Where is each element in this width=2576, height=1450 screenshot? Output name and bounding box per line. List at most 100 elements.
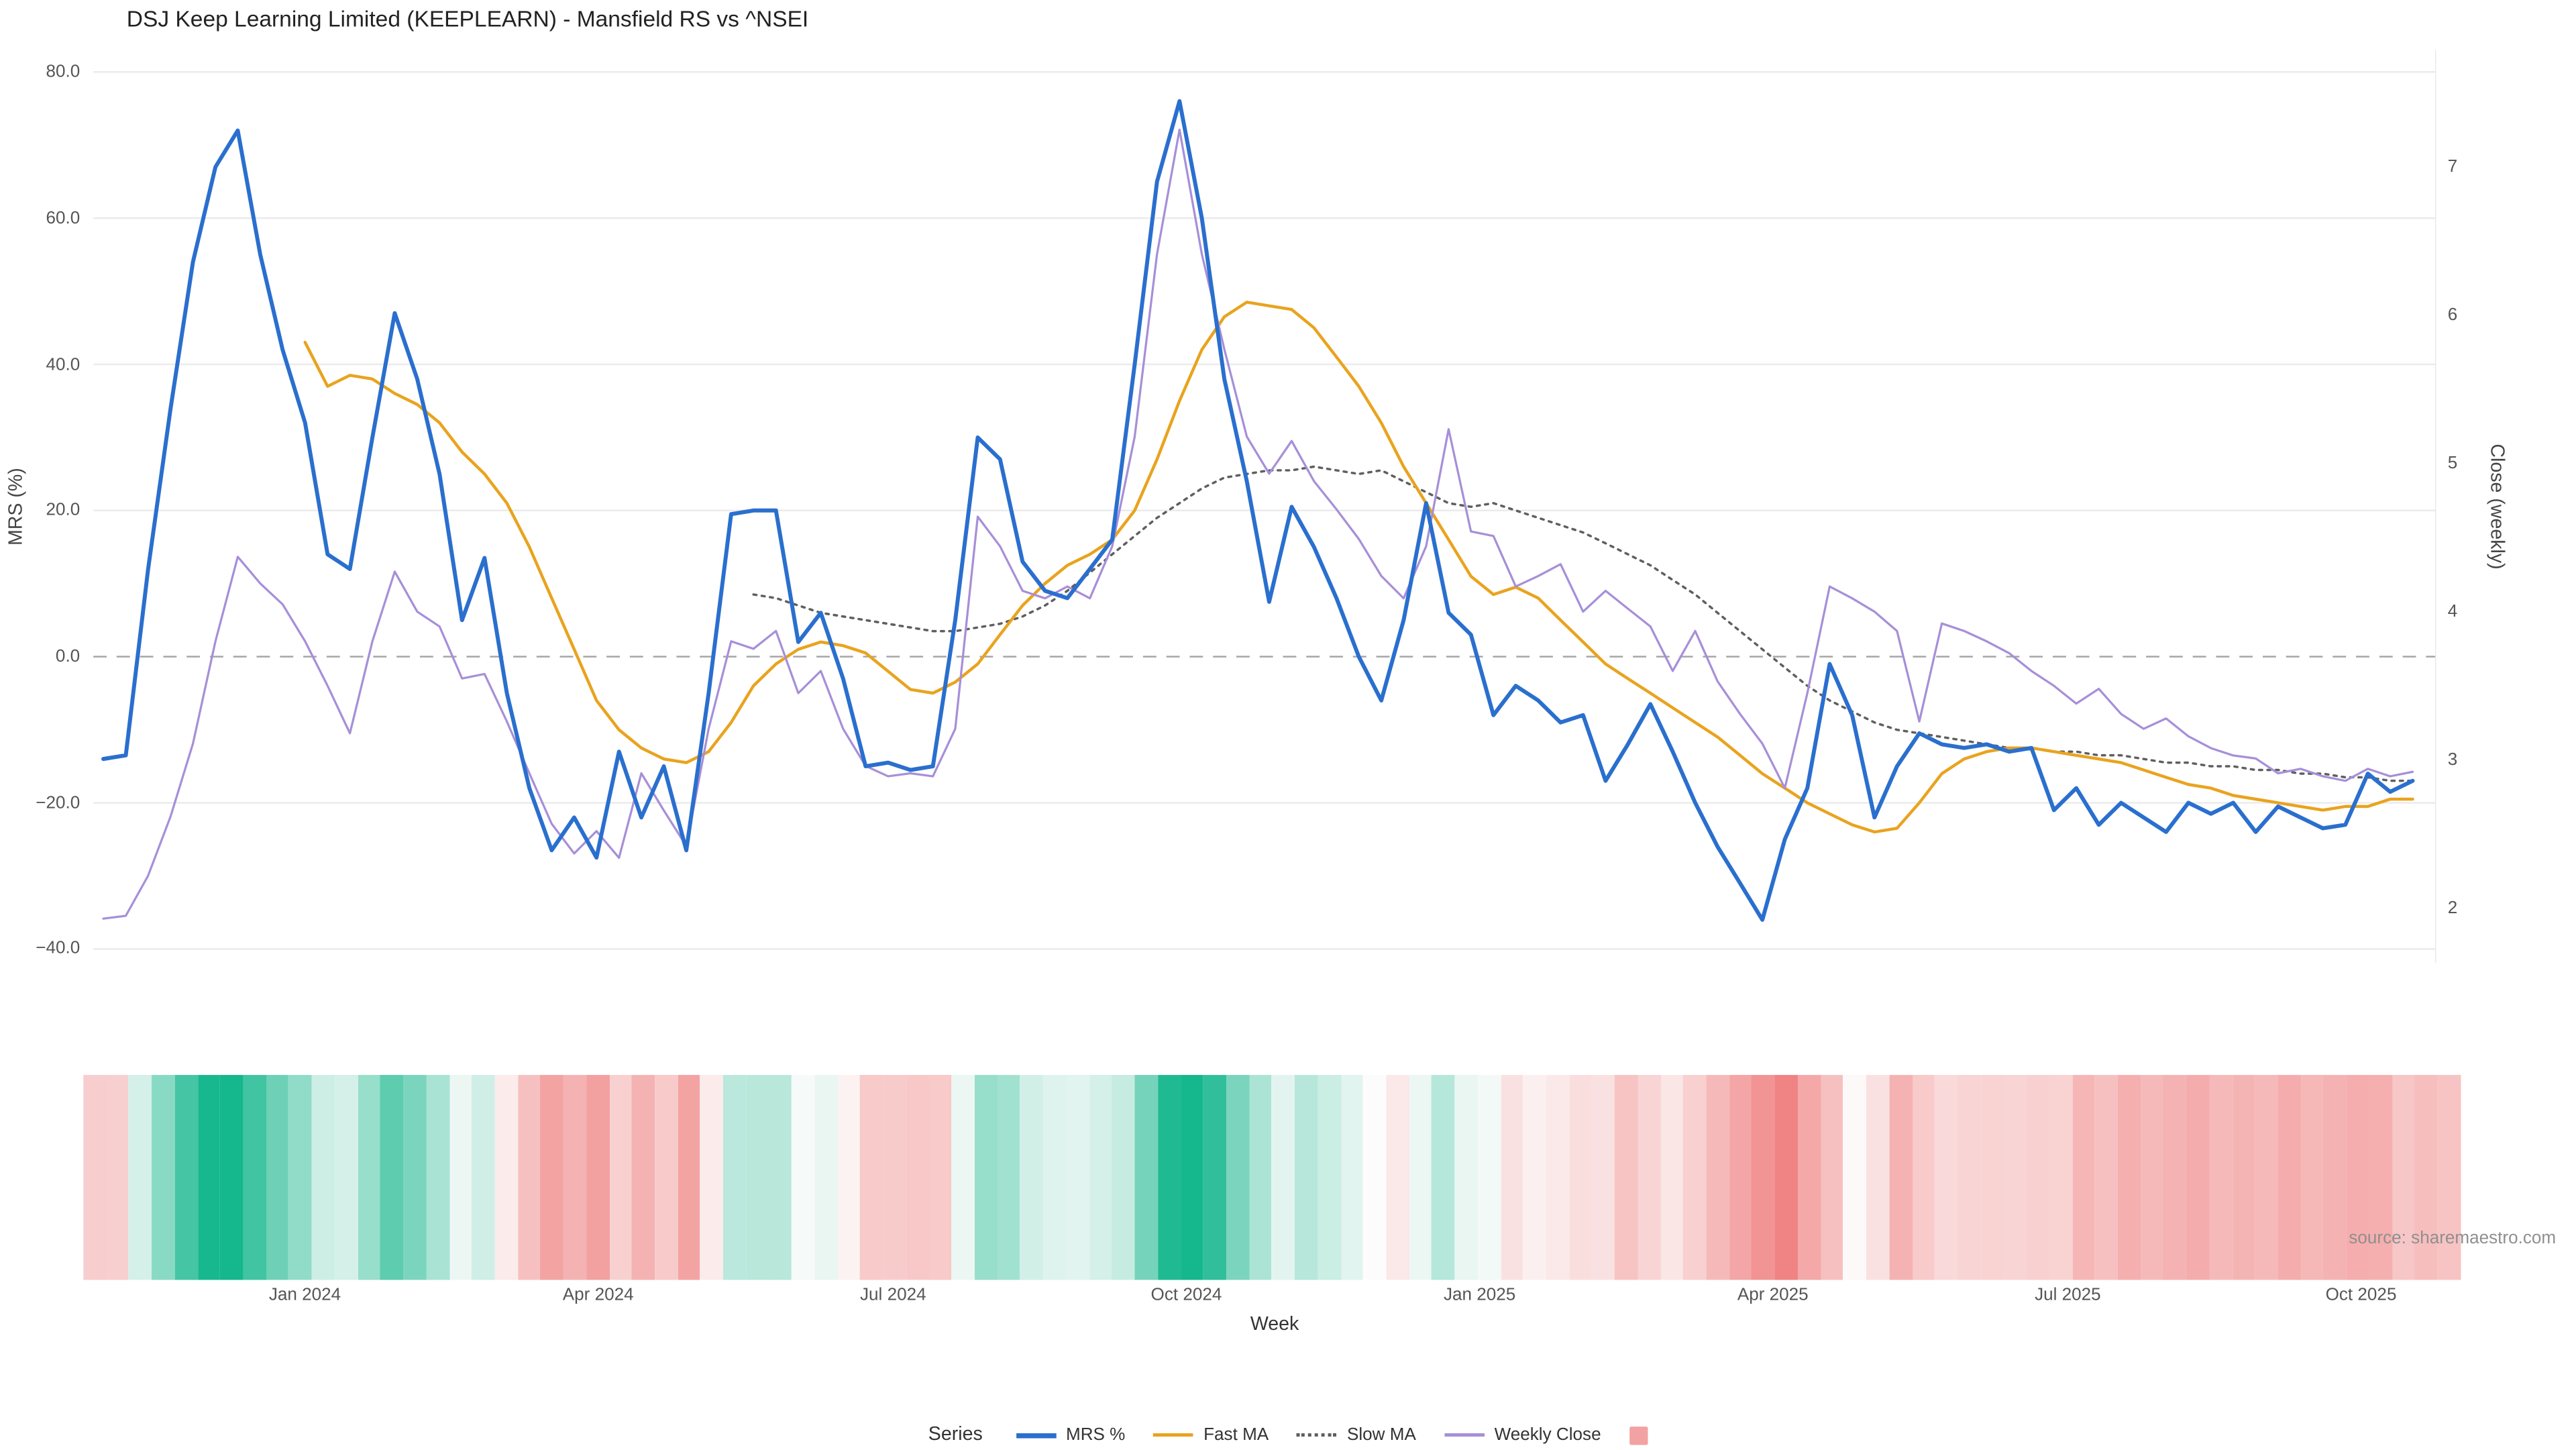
heatmap-cell (1546, 1075, 1570, 1280)
heatmap-cell (2346, 1075, 2369, 1280)
heatmap-cell (174, 1075, 198, 1280)
heatmap-cell (928, 1075, 953, 1280)
heatmap-cell (860, 1075, 883, 1280)
heatmap-cell (540, 1075, 564, 1280)
heatmap-cell (1843, 1075, 1867, 1280)
heatmap-cell (1592, 1075, 1615, 1280)
heatmap-cell (792, 1075, 815, 1280)
legend-item-label: Weekly Close (1494, 1425, 1601, 1445)
heatmap-cell (243, 1075, 266, 1280)
chart-title: DSJ Keep Learning Limited (KEEPLEARN) - … (126, 6, 809, 32)
heatmap-cell (1020, 1075, 1044, 1280)
legend-item-fast-ma[interactable]: Fast MA (1153, 1425, 1269, 1445)
heatmap-cell (1386, 1075, 1409, 1280)
weekly-close-line-swatch (1444, 1433, 1485, 1437)
heatmap-cell (106, 1075, 129, 1280)
heatmap-cell (2209, 1075, 2233, 1280)
heatmap-cell (1112, 1075, 1135, 1280)
heatmap-cell (1523, 1075, 1546, 1280)
heatmap-cell (1432, 1075, 1455, 1280)
heatmap-cell (311, 1075, 335, 1280)
heatmap-cell (1248, 1075, 1273, 1280)
gridlines-group (93, 50, 2436, 964)
heatmap-cell (1272, 1075, 1295, 1280)
x-tick-label: Jan 2025 (1443, 1285, 1516, 1305)
y-left-tick-label: 60.0 (46, 208, 80, 229)
heatmap-cell (2026, 1075, 2049, 1280)
heatmap-cell (1774, 1075, 1798, 1280)
legend-item-label: MRS % (1065, 1425, 1126, 1445)
y-left-tick-label: 0.0 (55, 646, 80, 667)
legend-item-heatmap[interactable] (1629, 1425, 1648, 1445)
y-left-tick-label: 80.0 (46, 61, 80, 82)
heatmap-cell (2392, 1075, 2415, 1280)
heatmap-cell (608, 1075, 632, 1280)
heatmap-cell (2255, 1075, 2278, 1280)
x-tick-label: Jan 2024 (268, 1285, 341, 1305)
heatmap-cell (1295, 1075, 1318, 1280)
legend-item-label: Slow MA (1346, 1425, 1416, 1445)
heatmap-cell (1866, 1075, 1890, 1280)
heatmap-cell (449, 1075, 472, 1280)
heatmap-cell (2414, 1075, 2438, 1280)
x-tick-label: Jul 2025 (2035, 1285, 2101, 1305)
series-lines-group (101, 99, 2415, 922)
heatmap-cell (2003, 1075, 2027, 1280)
heatmap-cell (517, 1075, 541, 1280)
heatmap-cell (1820, 1075, 1843, 1280)
plot-area[interactable] (93, 50, 2436, 964)
heatmap-cell (814, 1075, 838, 1280)
x-axis-title: Week (1250, 1314, 1299, 1335)
heatmap-cell (1089, 1075, 1112, 1280)
heatmap-cell (769, 1075, 792, 1280)
heatmap-cell (2094, 1075, 2118, 1280)
heatmap-cell (586, 1075, 609, 1280)
heatmap-cell (631, 1075, 655, 1280)
y-right-tick-label: 2 (2447, 898, 2458, 919)
slow-ma-line-swatch (1297, 1433, 1338, 1437)
heatmap-cell (2300, 1075, 2324, 1280)
y-right-tick-label: 7 (2447, 156, 2458, 177)
heatmap-cell (1889, 1075, 1913, 1280)
series-line-slow-ma (752, 465, 2414, 782)
heatmap-cell (906, 1075, 929, 1280)
legend-item-weekly-close[interactable]: Weekly Close (1444, 1425, 1601, 1445)
heatmap-cell (426, 1075, 449, 1280)
legend-item-mrs[interactable]: MRS % (1016, 1425, 1125, 1445)
heatmap-cell (746, 1075, 769, 1280)
heatmap-cell (266, 1075, 289, 1280)
x-tick-label: Oct 2025 (2325, 1285, 2397, 1305)
heatmap-cell (2186, 1075, 2210, 1280)
heatmap-cell (952, 1075, 975, 1280)
series-line-fast-ma (303, 301, 2414, 834)
heatmap-cell (1615, 1075, 1638, 1280)
heatmap-cell (678, 1075, 701, 1280)
x-tick-label: Apr 2024 (562, 1285, 634, 1305)
fast-ma-line-swatch (1153, 1433, 1194, 1437)
heatmap-cell (358, 1075, 381, 1280)
heatmap-cell (2232, 1075, 2255, 1280)
y-right-tick-label: 5 (2447, 453, 2458, 474)
heatmap-cell (2117, 1075, 2141, 1280)
heatmap-cell (1134, 1075, 1158, 1280)
heatmap-cell (494, 1075, 518, 1280)
heatmap-cell (655, 1075, 678, 1280)
heatmap-cell (2163, 1075, 2187, 1280)
legend-item-slow-ma[interactable]: Slow MA (1297, 1425, 1416, 1445)
y-axis-right-title: Close (weekly) (2485, 444, 2506, 570)
heatmap-cell (2323, 1075, 2347, 1280)
heatmap-cell (1477, 1075, 1501, 1280)
y-right-tick-label: 6 (2447, 305, 2458, 325)
heatmap-cell (1683, 1075, 1707, 1280)
heatmap-cell (1157, 1075, 1181, 1280)
heatmap-cell (1569, 1075, 1593, 1280)
mrs-line-swatch (1016, 1432, 1057, 1438)
heatmap-cell (2369, 1075, 2392, 1280)
heatmap-cell (403, 1075, 427, 1280)
heatmap-cell (723, 1075, 747, 1280)
heatmap-cell (1957, 1075, 1981, 1280)
y-left-tick-label: 20.0 (46, 500, 80, 520)
heatmap-cell (129, 1075, 152, 1280)
x-tick-label: Jul 2024 (859, 1285, 926, 1305)
